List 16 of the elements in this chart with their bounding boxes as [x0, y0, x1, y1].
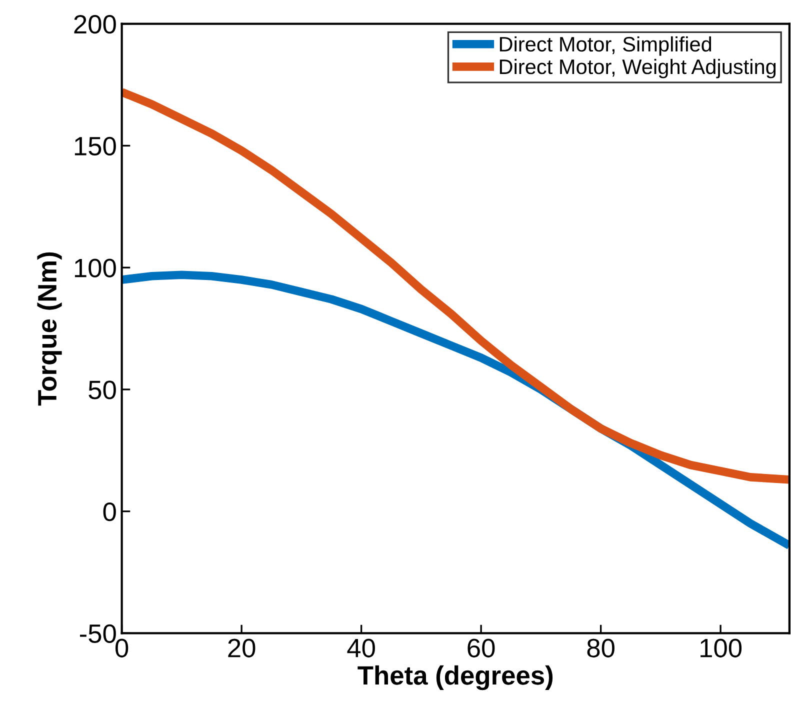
- y-tick-label: 150: [74, 136, 116, 156]
- y-tick-label: 0: [103, 502, 116, 522]
- x-tick-label: 0: [116, 638, 128, 658]
- legend-label: Direct Motor, Weight Adjusting: [500, 58, 776, 78]
- y-tick-label: -50: [80, 624, 116, 644]
- legend-label: Direct Motor, Simplified: [500, 36, 712, 56]
- x-tick-label: 20: [228, 638, 256, 658]
- y-tick-label: 200: [74, 14, 116, 34]
- y-axis-title: Torque (Nm): [37, 252, 62, 406]
- y-tick-label: 100: [74, 258, 116, 278]
- y-tick-label: 50: [88, 380, 116, 400]
- x-tick-label: 40: [347, 638, 375, 658]
- x-tick-label: 100: [700, 638, 742, 658]
- x-tick-label: 80: [587, 638, 614, 658]
- x-tick-label: 60: [468, 638, 495, 658]
- x-axis-title: Theta (degrees): [358, 665, 553, 690]
